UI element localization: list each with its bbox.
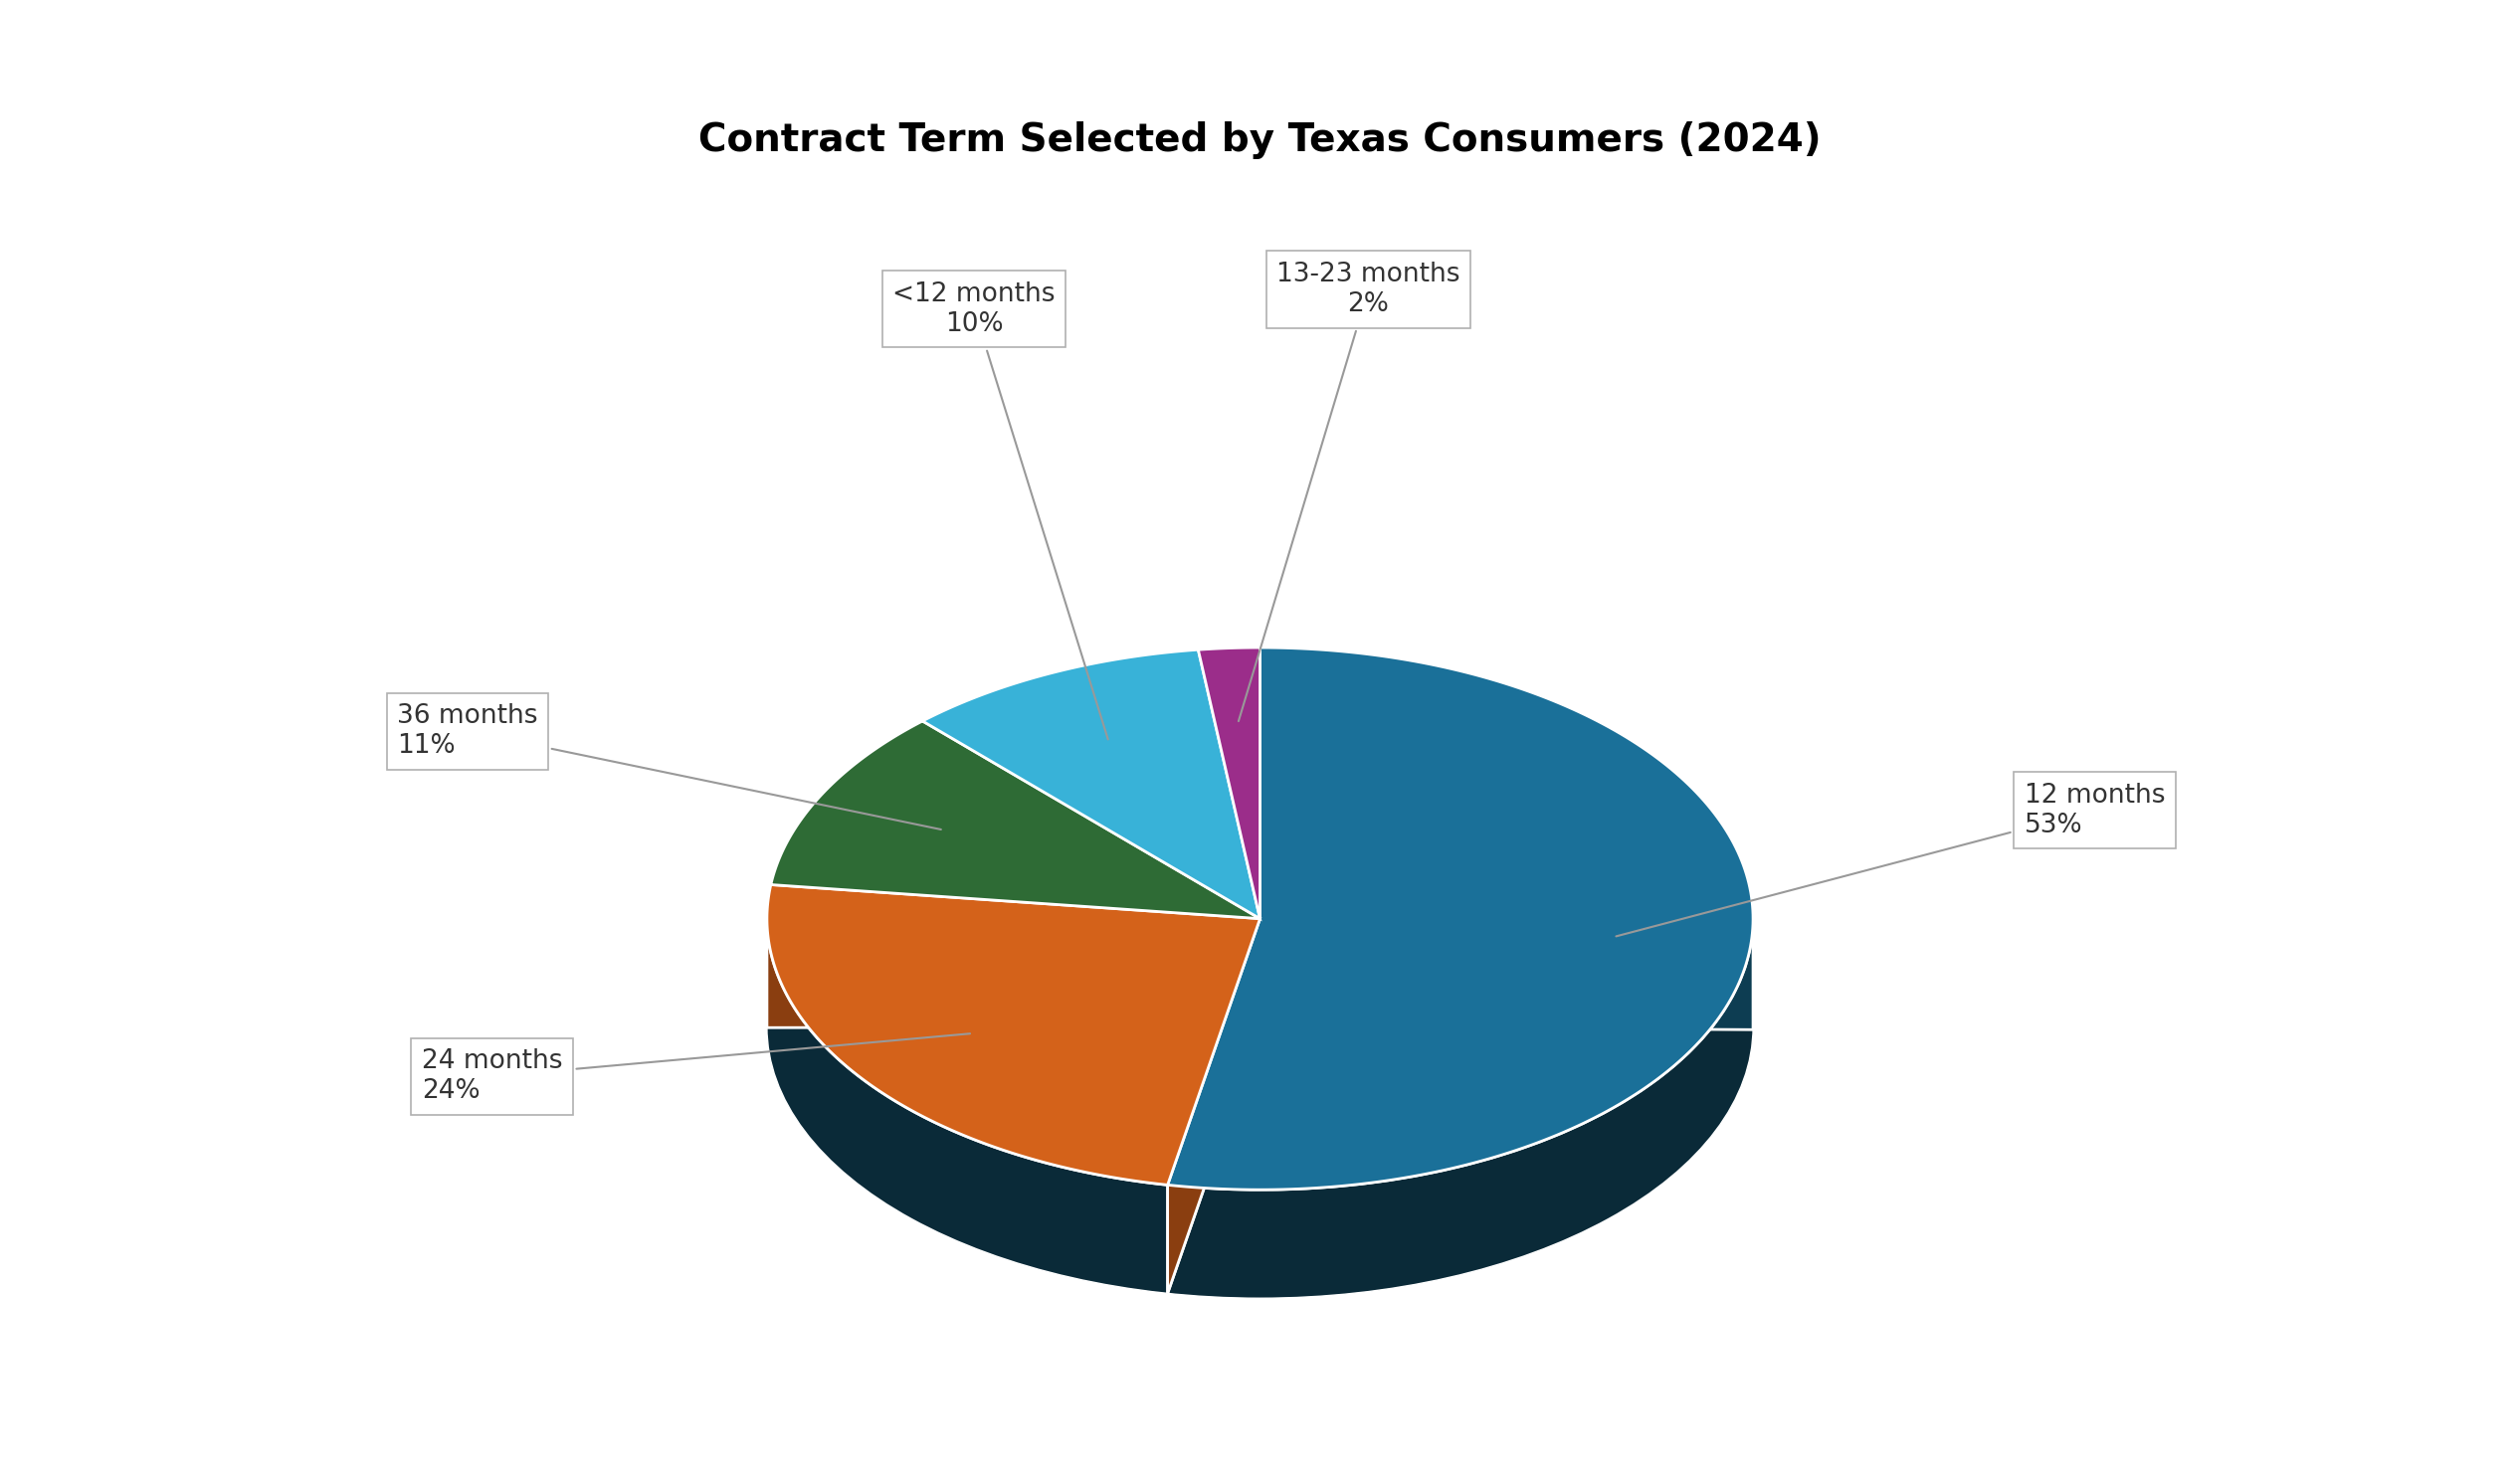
Text: 12 months
53%: 12 months 53%	[1615, 782, 2165, 937]
Text: 13-23 months
2%: 13-23 months 2%	[1237, 262, 1459, 722]
Polygon shape	[1167, 648, 1754, 1190]
Polygon shape	[1167, 921, 1754, 1293]
Polygon shape	[766, 885, 1260, 1184]
Text: 36 months
11%: 36 months 11%	[398, 704, 940, 829]
Title: Contract Term Selected by Texas Consumers (2024): Contract Term Selected by Texas Consumer…	[698, 122, 1822, 159]
Polygon shape	[922, 650, 1260, 919]
Polygon shape	[771, 720, 1260, 919]
Text: 24 months
24%: 24 months 24%	[421, 1034, 970, 1105]
Ellipse shape	[766, 756, 1754, 1298]
Polygon shape	[766, 919, 1260, 1293]
Polygon shape	[1197, 648, 1260, 919]
Text: <12 months
10%: <12 months 10%	[892, 281, 1109, 739]
